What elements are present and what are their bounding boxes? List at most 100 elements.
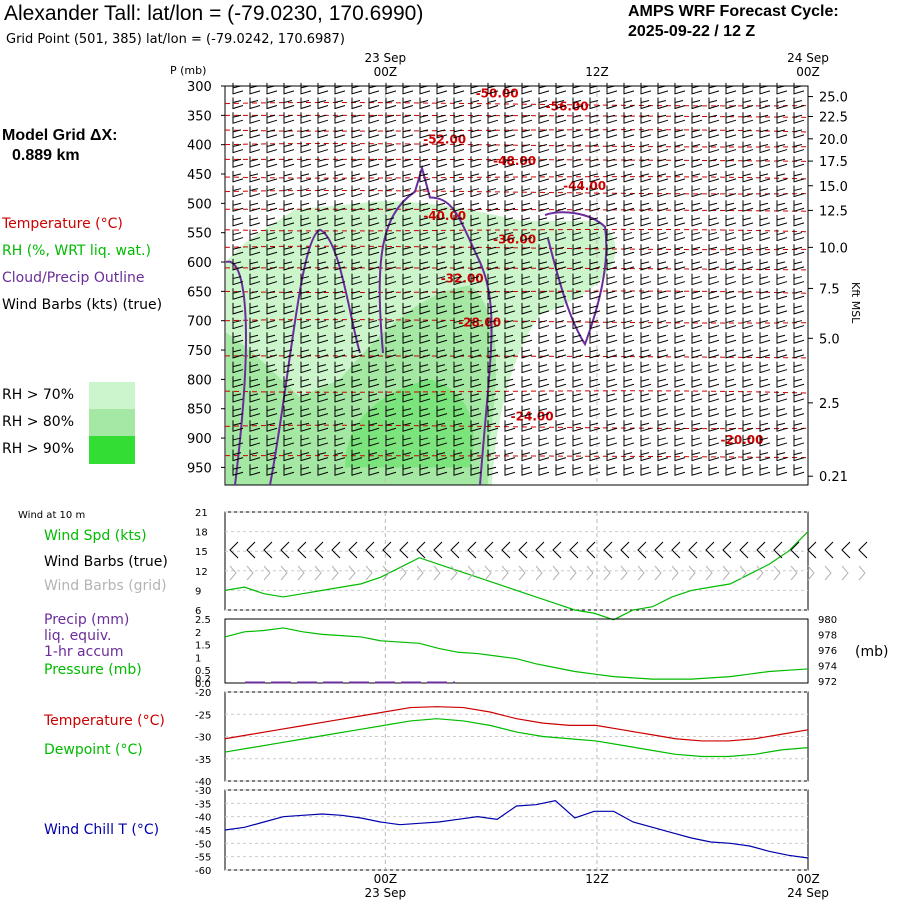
wind-barb <box>759 214 771 227</box>
wind-barb <box>249 185 261 198</box>
wind-barb <box>504 449 516 462</box>
wind-barb <box>334 214 346 227</box>
temperature-contour-line <box>224 424 809 430</box>
wind-barb <box>300 214 312 227</box>
wind-barb <box>249 244 261 256</box>
wind-barb <box>589 332 601 344</box>
wind-barb <box>470 346 482 359</box>
wind-barb <box>249 420 261 432</box>
wind-barb <box>759 97 771 110</box>
wind-barb-true <box>637 541 647 559</box>
wind-barb <box>470 214 482 227</box>
wind-barb <box>266 229 278 242</box>
wind-barb <box>385 200 397 212</box>
wind-barb-grid <box>314 565 322 581</box>
wind-barb <box>623 434 635 447</box>
wind-barb <box>640 302 652 315</box>
wind-barb <box>334 390 346 403</box>
wind-barb-true <box>654 541 664 559</box>
wind-barb <box>504 126 516 139</box>
legend-rh: RH (%, WRT liq. wat.) <box>2 243 151 259</box>
wind-barb <box>521 229 533 242</box>
wind-barb <box>589 302 601 315</box>
legend-rh90-label: RH > 90% <box>2 441 75 457</box>
wind-barb <box>436 244 448 256</box>
wind-barb-true <box>331 541 341 559</box>
wind-barb <box>368 449 380 462</box>
wind-barb-true <box>280 541 290 559</box>
wind-barb <box>572 258 584 271</box>
wind-barb <box>402 258 414 271</box>
wind-barb-true <box>552 541 562 559</box>
wind-barb <box>334 376 346 388</box>
height-tick-label: 10.0 <box>819 241 848 256</box>
wind-barb-grid <box>824 565 832 581</box>
wind-barb <box>606 361 618 374</box>
wind-barb <box>657 200 669 212</box>
wind-barb <box>657 244 669 256</box>
wind-barb <box>232 214 244 227</box>
wind-barb <box>657 273 669 286</box>
wind-barb <box>776 361 788 374</box>
wind-barb <box>623 317 635 330</box>
wind-barb <box>521 258 533 271</box>
wind-barb <box>674 449 686 462</box>
wind-barb <box>487 288 499 300</box>
wind-barb <box>436 361 448 374</box>
wind-barb <box>504 346 516 359</box>
wind-barb-grid <box>858 565 866 581</box>
wind-barb <box>538 420 550 432</box>
wind-barb <box>300 376 312 388</box>
wind-barb <box>725 405 737 418</box>
wind-barb <box>351 288 363 300</box>
wind-barb <box>793 332 805 344</box>
wind-barb <box>674 170 686 183</box>
pressure-tick-label: 900 <box>187 432 212 447</box>
temperature-contour-line <box>224 455 809 459</box>
wind-barb <box>487 376 499 388</box>
wind-barb <box>249 214 261 227</box>
wind-barb <box>640 317 652 330</box>
wind-barb <box>419 156 431 168</box>
forecast-cycle: AMPS WRF Forecast Cycle: 2025-09-22 / 12… <box>628 2 839 42</box>
wind-barb <box>300 273 312 286</box>
wind-barb <box>504 141 516 154</box>
wind-barb <box>385 141 397 154</box>
wind-barb <box>640 170 652 183</box>
wind-barb <box>283 288 295 300</box>
height-tick-label: 12.5 <box>819 204 848 219</box>
wind-barb <box>674 405 686 418</box>
wind-barb-true <box>501 541 511 559</box>
wind-barb <box>368 332 380 344</box>
wind-barb <box>623 185 635 198</box>
wind-barb <box>283 376 295 388</box>
wind-barb <box>249 97 261 110</box>
wind-barb <box>538 361 550 374</box>
wind-barb <box>385 82 397 95</box>
wind-barb-true <box>671 541 681 559</box>
wind-barb <box>725 449 737 462</box>
wind-barb <box>640 229 652 242</box>
wind-barb <box>249 376 261 388</box>
wind-barb <box>368 156 380 168</box>
wind-barb <box>266 464 278 476</box>
wind-barb <box>623 170 635 183</box>
wind-barb <box>691 273 703 286</box>
wind-barb <box>385 449 397 462</box>
wind-barb <box>793 405 805 418</box>
bottom-hour-label: 12Z <box>585 872 609 886</box>
wind-barb <box>521 449 533 462</box>
wind-barb <box>759 317 771 330</box>
wind-barb <box>470 229 482 242</box>
wind-barb <box>419 126 431 139</box>
wind-barb <box>640 376 652 388</box>
wind-barb-grid <box>518 565 526 581</box>
wind-barb-grid <box>467 565 475 581</box>
wind-barb <box>606 156 618 168</box>
wind-barb <box>504 258 516 271</box>
temperature-contour-line <box>224 208 809 212</box>
cloud-outline <box>378 164 493 486</box>
wind-barb <box>419 390 431 403</box>
temperature-contour-line <box>224 390 809 394</box>
wind-barb <box>793 170 805 183</box>
